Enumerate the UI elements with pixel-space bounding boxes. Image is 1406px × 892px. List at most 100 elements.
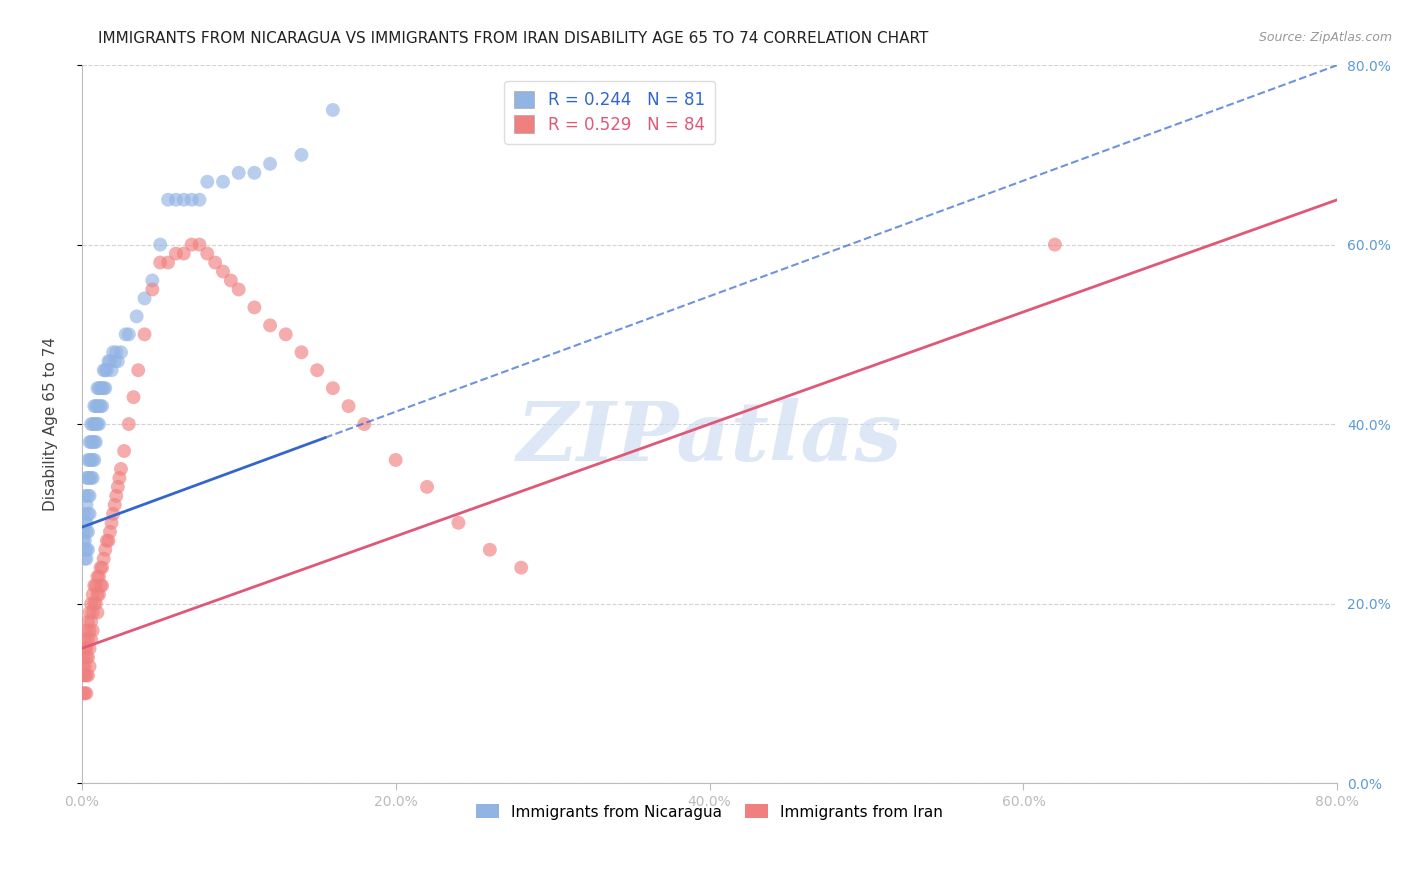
Y-axis label: Disability Age 65 to 74: Disability Age 65 to 74 [44,337,58,511]
Point [80,597,103,611]
Point [101,507,124,521]
Point [80,435,103,450]
Point [114,327,136,342]
Point [77,668,100,682]
Point [1043,237,1066,252]
Point [228,166,250,180]
Point [73,533,96,548]
Point [134,292,156,306]
Point [77,542,100,557]
Point [165,246,187,260]
Point [83,579,105,593]
Point [219,273,242,287]
Point [86,417,108,431]
Point [84,597,107,611]
Legend: Immigrants from Nicaragua, Immigrants from Iran: Immigrants from Nicaragua, Immigrants fr… [470,798,949,826]
Point [87,569,110,583]
Point [83,399,105,413]
Point [79,624,101,638]
Point [157,255,180,269]
Point [86,588,108,602]
Point [72,533,94,548]
Point [73,668,96,682]
Point [94,381,117,395]
Point [96,363,118,377]
Point [478,542,501,557]
Point [77,632,100,647]
Point [188,193,211,207]
Point [75,498,97,512]
Point [212,175,235,189]
Point [84,399,107,413]
Point [79,659,101,673]
Point [84,435,107,450]
Point [243,301,266,315]
Point [91,381,114,395]
Point [72,507,94,521]
Point [83,417,105,431]
Point [80,615,103,629]
Point [73,632,96,647]
Point [173,193,195,207]
Point [94,542,117,557]
Point [243,166,266,180]
Point [416,480,439,494]
Point [353,417,375,431]
Point [72,668,94,682]
Point [259,318,281,333]
Point [118,417,141,431]
Point [90,560,112,574]
Point [87,417,110,431]
Point [110,345,132,359]
Point [73,489,96,503]
Point [82,588,104,602]
Point [122,390,145,404]
Point [75,542,97,557]
Point [90,381,112,395]
Point [110,462,132,476]
Point [290,345,312,359]
Point [77,524,100,539]
Point [259,157,281,171]
Point [112,444,135,458]
Point [228,283,250,297]
Point [94,363,117,377]
Point [96,533,118,548]
Point [86,399,108,413]
Point [73,516,96,530]
Point [75,551,97,566]
Point [82,471,104,485]
Point [149,255,172,269]
Point [82,435,104,450]
Point [72,659,94,673]
Point [79,453,101,467]
Point [91,579,114,593]
Point [86,569,108,583]
Point [97,533,120,548]
Point [75,524,97,539]
Point [134,327,156,342]
Point [77,471,100,485]
Point [93,551,115,566]
Point [98,524,121,539]
Point [87,399,110,413]
Point [173,246,195,260]
Point [104,354,127,368]
Point [104,498,127,512]
Point [125,310,148,324]
Point [93,363,115,377]
Point [75,624,97,638]
Point [75,471,97,485]
Point [90,579,112,593]
Point [72,524,94,539]
Point [290,148,312,162]
Point [180,193,202,207]
Point [510,560,533,574]
Point [86,606,108,620]
Point [87,381,110,395]
Point [274,327,297,342]
Point [82,624,104,638]
Point [93,381,115,395]
Text: IMMIGRANTS FROM NICARAGUA VS IMMIGRANTS FROM IRAN DISABILITY AGE 65 TO 74 CORREL: IMMIGRANTS FROM NICARAGUA VS IMMIGRANTS … [98,31,929,46]
Point [75,686,97,700]
